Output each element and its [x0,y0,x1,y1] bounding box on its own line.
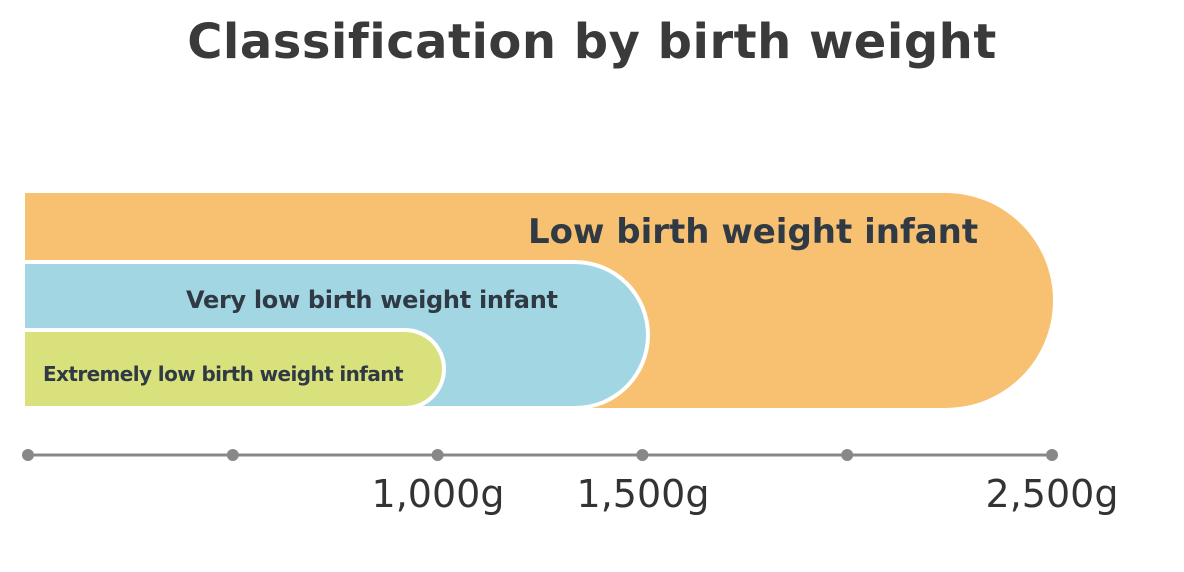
axis-tick-dot [431,449,444,461]
axis-tick-dot [1046,449,1058,461]
label-extremely-low-birth-weight: Extremely low birth weight infant [43,362,404,386]
band-extremely-low-birth-weight [25,328,446,410]
tick-label-2500g: 2,500g [985,472,1119,516]
tick-label-1500g: 1,500g [576,472,710,516]
axis-ticks [22,449,1058,461]
axis-tick-dot [226,449,239,461]
axis-tick-dot [841,449,854,461]
tick-label-1000g: 1,000g [371,472,505,516]
axis-tick-dot [636,449,649,461]
diagram-title: Classification by birth weight [187,14,997,70]
axis-tick-dot [22,449,34,461]
label-low-birth-weight: Low birth weight infant [528,212,979,252]
label-very-low-birth-weight: Very low birth weight infant [186,286,558,314]
